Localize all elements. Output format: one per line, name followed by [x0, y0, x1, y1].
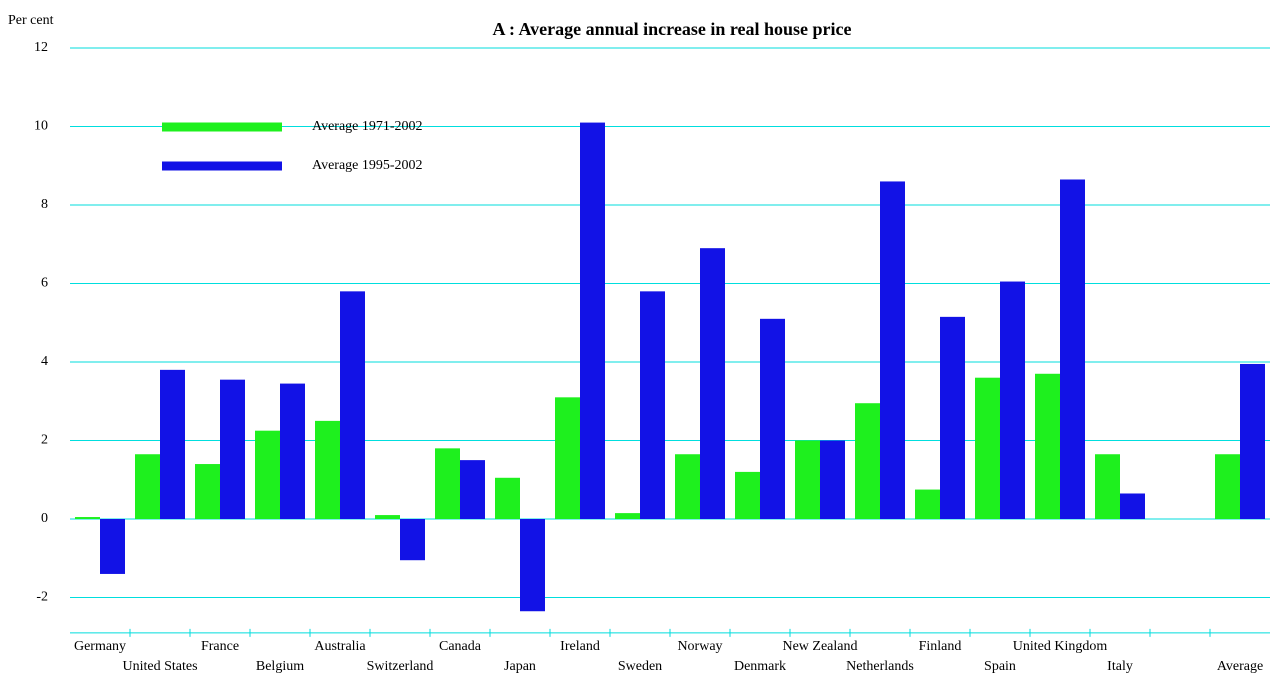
bar: [160, 369, 185, 519]
bar: [675, 454, 700, 519]
x-tick-label: United Kingdom: [1013, 639, 1108, 654]
bar: [615, 513, 640, 519]
x-tick-label: Italy: [1107, 659, 1133, 674]
bar: [340, 291, 365, 519]
bar: [100, 519, 125, 574]
bar: [460, 460, 485, 519]
y-tick-label: 4: [41, 354, 48, 369]
x-tick-label: Belgium: [256, 659, 304, 674]
legend-label: Average 1971-2002: [312, 119, 423, 134]
bar: [855, 403, 880, 519]
y-tick-label: 2: [41, 433, 48, 448]
y-tick-label: 10: [34, 119, 48, 134]
x-tick-label: Germany: [74, 639, 126, 654]
x-tick-label: United States: [122, 659, 197, 674]
x-tick-label: Sweden: [618, 659, 662, 674]
bar: [1035, 373, 1060, 519]
x-tick-label: Switzerland: [367, 659, 434, 674]
bar: [1120, 493, 1145, 519]
bar: [1215, 454, 1240, 519]
x-tick-label: Norway: [677, 639, 722, 654]
y-tick-label: -2: [36, 590, 48, 605]
bar: [1095, 454, 1120, 519]
bar: [735, 471, 760, 519]
bar: [915, 489, 940, 519]
x-tick-label: Average: [1217, 659, 1263, 674]
bar: [75, 517, 100, 519]
bar: [640, 291, 665, 519]
x-tick-label: Ireland: [560, 639, 600, 654]
bar: [315, 420, 340, 519]
bar: [255, 430, 280, 519]
bar: [435, 448, 460, 519]
bar: [375, 515, 400, 519]
bar: [940, 316, 965, 519]
bar: [760, 318, 785, 519]
y-tick-label: 12: [34, 40, 48, 55]
bar: [1240, 363, 1265, 519]
bar: [700, 248, 725, 520]
y-axis-label: Per cent: [8, 13, 54, 28]
x-tick-label: Japan: [504, 659, 536, 674]
bar: [220, 379, 245, 519]
x-tick-label: New Zealand: [782, 639, 857, 654]
chart-title: A : Average annual increase in real hous…: [493, 19, 852, 39]
bar: [195, 464, 220, 519]
bar: [1060, 179, 1085, 520]
y-tick-label: 0: [41, 511, 48, 526]
x-tick-label: Denmark: [734, 659, 786, 674]
y-tick-label: 6: [41, 276, 48, 291]
x-tick-label: Canada: [439, 639, 482, 654]
bar: [880, 181, 905, 519]
x-tick-label: Australia: [314, 639, 366, 654]
bar: [555, 397, 580, 519]
x-tick-label: Spain: [984, 659, 1016, 674]
bar: [520, 519, 545, 612]
bar: [795, 440, 820, 519]
bar: [280, 383, 305, 519]
bar: [135, 454, 160, 519]
bar: [400, 519, 425, 561]
x-tick-label: France: [201, 639, 239, 654]
bar: [1000, 281, 1025, 519]
bar: [975, 377, 1000, 519]
x-tick-label: Finland: [919, 639, 962, 654]
bar: [820, 440, 845, 519]
y-tick-label: 8: [41, 197, 48, 212]
x-tick-label: Netherlands: [846, 659, 914, 674]
bar: [580, 122, 605, 519]
legend-label: Average 1995-2002: [312, 158, 423, 173]
bar: [495, 477, 520, 519]
